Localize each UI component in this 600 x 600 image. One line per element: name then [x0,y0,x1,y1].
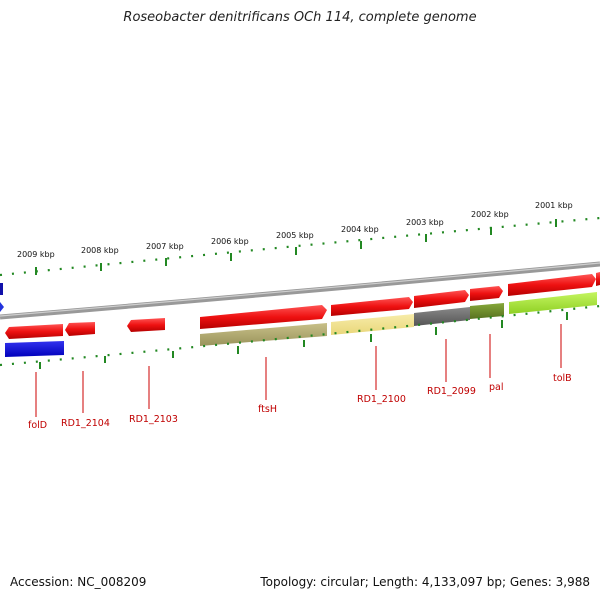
kbp-label: 2004 kbp [341,225,379,234]
topology-text: Topology: circular; Length: 4,133,097 bp… [260,575,590,589]
feature-bars [5,292,597,357]
gene-label-folD: folD [28,420,47,431]
gene-label-RD1_2100: RD1_2100 [357,394,406,405]
forward-cds-arrows [200,272,600,329]
reverse-cds-arrows [5,318,165,339]
gene-label-tolB: tolB [553,373,572,384]
accession-text: Accession: NC_008209 [10,575,147,589]
kbp-label: 2006 kbp [211,237,249,246]
gene-label-RD1_2104: RD1_2104 [61,418,110,429]
map-title: Roseobacter denitrificans OCh 114, compl… [123,10,477,25]
gene-label-pal: pal [489,382,504,393]
gene-label-RD1_2099: RD1_2099 [427,386,476,397]
lower-major-ticks [39,312,568,369]
kbp-label: 2007 kbp [146,242,184,251]
genome-backbone [0,261,600,320]
kbp-label: 2003 kbp [406,218,444,227]
kbp-label: 2002 kbp [471,210,509,219]
gene-label-ftsH: ftsH [258,404,277,415]
upper-major-ticks [35,219,557,275]
kbp-label: 2009 kbp [17,250,55,259]
edge-arrow-fragment [0,302,4,312]
gene-leader-lines [35,324,562,417]
lower-scale-track [0,304,600,367]
gene-label-RD1_2103: RD1_2103 [129,414,178,425]
upper-scale-track [0,216,600,277]
kbp-label: 2005 kbp [276,231,314,240]
edge-gene-fragment [0,283,3,295]
kbp-label: 2008 kbp [81,246,119,255]
kbp-label: 2001 kbp [535,201,573,210]
